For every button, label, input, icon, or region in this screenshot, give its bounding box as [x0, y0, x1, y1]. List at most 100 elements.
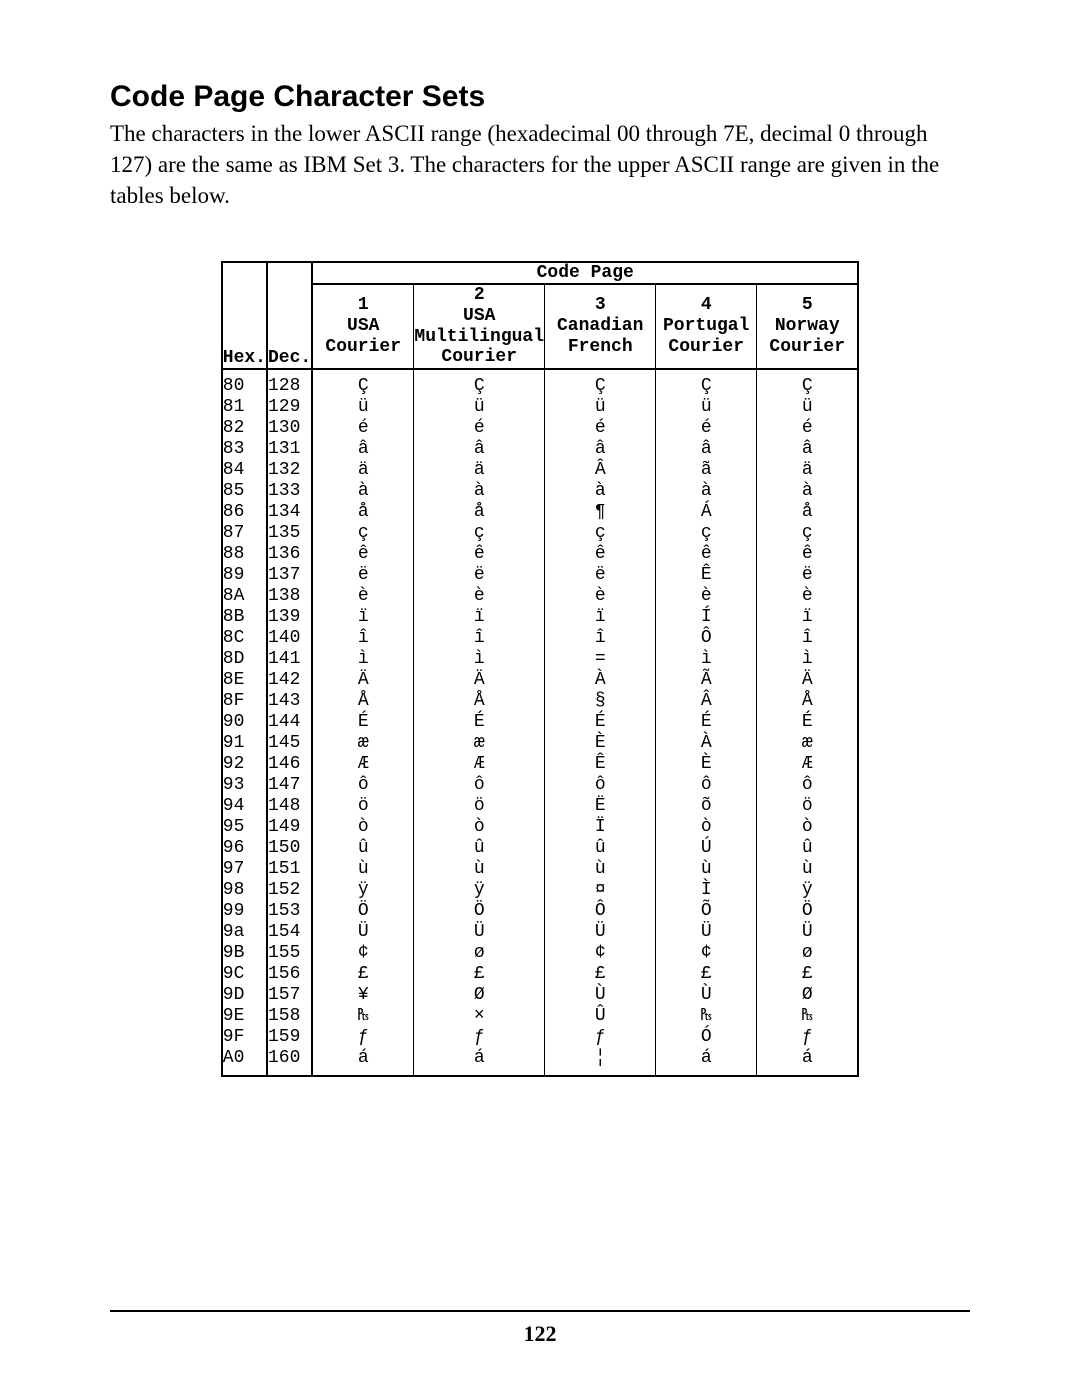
table-row: 84132ääÂãä [222, 460, 858, 481]
table-row: 9B155¢ø¢¢ø [222, 943, 858, 964]
hex-cell: 93 [222, 775, 267, 796]
dec-cell: 153 [267, 901, 312, 922]
table-row: 9C156£££££ [222, 964, 858, 985]
dec-cell: 128 [267, 369, 312, 397]
char-cell: á [414, 1048, 545, 1076]
cp5-sub: Courier [769, 337, 845, 357]
char-cell: ò [414, 817, 545, 838]
char-cell: ò [312, 817, 414, 838]
char-cell: æ [414, 733, 545, 754]
hex-column-header: Hex. [222, 284, 267, 369]
char-cell: û [545, 838, 656, 859]
dec-cell: 138 [267, 586, 312, 607]
char-cell: ø [757, 943, 859, 964]
hex-cell: 8D [222, 649, 267, 670]
char-cell: Ó [656, 1027, 757, 1048]
char-cell: Å [414, 691, 545, 712]
char-cell: Æ [757, 754, 859, 775]
char-cell: â [757, 439, 859, 460]
dec-cell: 144 [267, 712, 312, 733]
table-row: 91145ææÈÀæ [222, 733, 858, 754]
dec-cell: 129 [267, 397, 312, 418]
codepage-3-header: 3 Canadian French [545, 284, 656, 369]
char-cell: ü [414, 397, 545, 418]
char-cell: Ù [545, 985, 656, 1006]
char-cell: £ [414, 964, 545, 985]
intro-paragraph: The characters in the lower ASCII range … [110, 118, 970, 211]
char-cell: Ö [757, 901, 859, 922]
dec-cell: 158 [267, 1006, 312, 1027]
char-cell: É [757, 712, 859, 733]
hex-cell: 9B [222, 943, 267, 964]
hex-cell: 91 [222, 733, 267, 754]
hex-cell: 8B [222, 607, 267, 628]
cp2-sub2: Courier [441, 347, 517, 367]
dec-cell: 147 [267, 775, 312, 796]
char-cell: Å [312, 691, 414, 712]
char-cell: ä [757, 460, 859, 481]
char-cell: £ [545, 964, 656, 985]
table-body: 80128ÇÇÇÇÇ81129üüüüü82130ééééé83131âââââ… [222, 369, 858, 1076]
char-cell: ô [312, 775, 414, 796]
char-cell: à [656, 481, 757, 502]
char-cell: û [312, 838, 414, 859]
cp3-name: Canadian [557, 316, 643, 336]
char-cell: ä [414, 460, 545, 481]
table-row: 89137ëëëÊë [222, 565, 858, 586]
char-cell: Ç [656, 369, 757, 397]
table-row: 97151ùùùùù [222, 859, 858, 880]
char-cell: ü [545, 397, 656, 418]
dec-cell: 146 [267, 754, 312, 775]
char-cell: ÿ [757, 880, 859, 901]
char-cell: ù [757, 859, 859, 880]
char-cell: õ [656, 796, 757, 817]
codepage-1-header: 1 USA Courier [312, 284, 414, 369]
char-cell: å [414, 502, 545, 523]
table-row: 8D141ìì=ìì [222, 649, 858, 670]
char-cell: ¢ [312, 943, 414, 964]
char-cell: ç [656, 523, 757, 544]
cp1-num: 1 [358, 295, 369, 315]
char-cell: ƒ [312, 1027, 414, 1048]
hex-cell: 8A [222, 586, 267, 607]
char-cell: À [656, 733, 757, 754]
char-cell: ¦ [545, 1048, 656, 1076]
char-cell: ₧ [656, 1006, 757, 1027]
table-row: 99153ÖÖÔÕÖ [222, 901, 858, 922]
char-cell: É [656, 712, 757, 733]
table-row: 9a154ÜÜÜÜÜ [222, 922, 858, 943]
dec-cell: 137 [267, 565, 312, 586]
char-cell: É [414, 712, 545, 733]
char-cell: ê [414, 544, 545, 565]
hex-cell: 94 [222, 796, 267, 817]
char-cell: À [545, 670, 656, 691]
char-cell: û [757, 838, 859, 859]
hex-cell: 85 [222, 481, 267, 502]
char-cell: ê [545, 544, 656, 565]
char-cell: Û [545, 1006, 656, 1027]
char-cell: Ô [656, 628, 757, 649]
cp4-sub: Courier [668, 337, 744, 357]
table-row: 9E158₧×Û₧₧ [222, 1006, 858, 1027]
hex-cell: 9D [222, 985, 267, 1006]
table-row: 92146ÆÆÊÈÆ [222, 754, 858, 775]
table-row: 85133ààààà [222, 481, 858, 502]
char-cell: ù [545, 859, 656, 880]
char-cell: î [545, 628, 656, 649]
codepage-5-header: 5 Norway Courier [757, 284, 859, 369]
hex-cell: 84 [222, 460, 267, 481]
footer-rule [110, 1310, 970, 1312]
dec-cell: 148 [267, 796, 312, 817]
cp5-num: 5 [802, 295, 813, 315]
char-cell: û [414, 838, 545, 859]
char-cell: è [757, 586, 859, 607]
table-row: 82130ééééé [222, 418, 858, 439]
char-cell: Â [545, 460, 656, 481]
char-cell: ç [757, 523, 859, 544]
char-cell: § [545, 691, 656, 712]
dec-cell: 141 [267, 649, 312, 670]
char-cell: ì [757, 649, 859, 670]
hex-cell: 89 [222, 565, 267, 586]
char-cell: Ü [312, 922, 414, 943]
dec-cell: 149 [267, 817, 312, 838]
